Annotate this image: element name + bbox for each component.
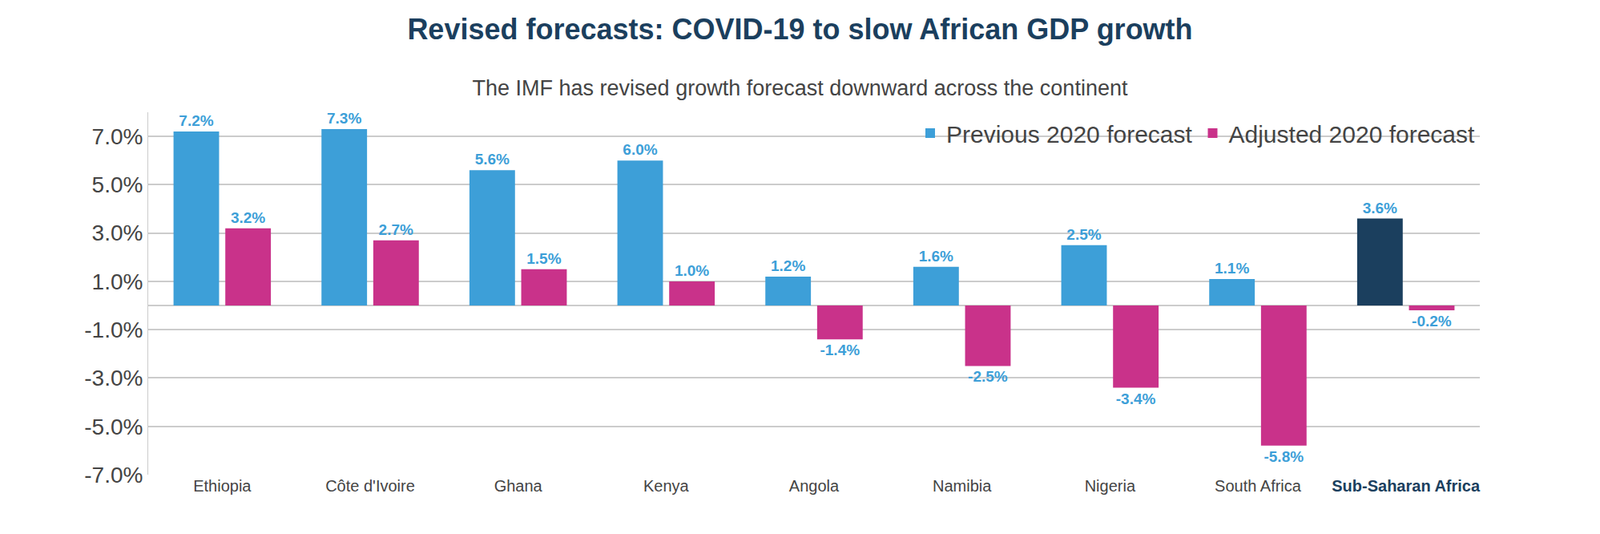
svg-text:Previous 2020 forecast: Previous 2020 forecast (946, 120, 1193, 148)
svg-text:1.0%: 1.0% (674, 261, 710, 279)
svg-text:South Africa: South Africa (1214, 476, 1302, 495)
svg-text:1.5%: 1.5% (526, 249, 561, 267)
svg-text:Angola: Angola (789, 476, 840, 495)
svg-text:7.2%: 7.2% (178, 112, 214, 129)
svg-text:Adjusted 2020 forecast: Adjusted 2020 forecast (1229, 120, 1476, 148)
svg-text:Ethiopia: Ethiopia (193, 476, 252, 495)
svg-text:3.0%: 3.0% (92, 220, 144, 246)
svg-text:2.5%: 2.5% (1066, 225, 1101, 243)
svg-text:Sub-Saharan Africa: Sub-Saharan Africa (1331, 476, 1481, 495)
svg-text:3.2%: 3.2% (230, 209, 266, 226)
svg-text:Côte d'Ivoire: Côte d'Ivoire (325, 476, 416, 495)
svg-text:5.0%: 5.0% (92, 172, 144, 198)
svg-text:-1.4%: -1.4% (819, 341, 860, 359)
svg-text:Kenya: Kenya (643, 476, 690, 495)
svg-text:7.3%: 7.3% (326, 109, 362, 127)
svg-text:1.2%: 1.2% (770, 257, 806, 275)
svg-text:-3.4%: -3.4% (1116, 390, 1157, 408)
svg-text:Ghana: Ghana (494, 476, 544, 495)
svg-text:1.0%: 1.0% (92, 269, 144, 295)
svg-text:2.7%: 2.7% (378, 221, 414, 238)
svg-text:-5.8%: -5.8% (1263, 447, 1304, 465)
svg-text:The IMF has revised growth for: The IMF has revised growth forecast down… (472, 76, 1129, 101)
svg-text:-5.0%: -5.0% (84, 414, 143, 440)
svg-text:1.6%: 1.6% (918, 247, 954, 265)
svg-text:Nigeria: Nigeria (1084, 476, 1137, 495)
svg-text:6.0%: 6.0% (622, 141, 657, 158)
svg-text:-0.2%: -0.2% (1411, 312, 1452, 330)
svg-text:1.1%: 1.1% (1214, 259, 1250, 277)
svg-text:-2.5%: -2.5% (967, 367, 1008, 385)
svg-text:Namibia: Namibia (932, 476, 992, 495)
svg-text:3.6%: 3.6% (1362, 199, 1398, 217)
svg-text:-3.0%: -3.0% (84, 365, 143, 391)
svg-text:-7.0%: -7.0% (84, 462, 143, 488)
svg-text:Revised forecasts: COVID-19 to: Revised forecasts: COVID-19 to slow Afri… (407, 12, 1193, 46)
svg-text:-1.0%: -1.0% (84, 317, 143, 343)
svg-text:7.0%: 7.0% (92, 124, 144, 150)
svg-text:5.6%: 5.6% (475, 150, 510, 168)
